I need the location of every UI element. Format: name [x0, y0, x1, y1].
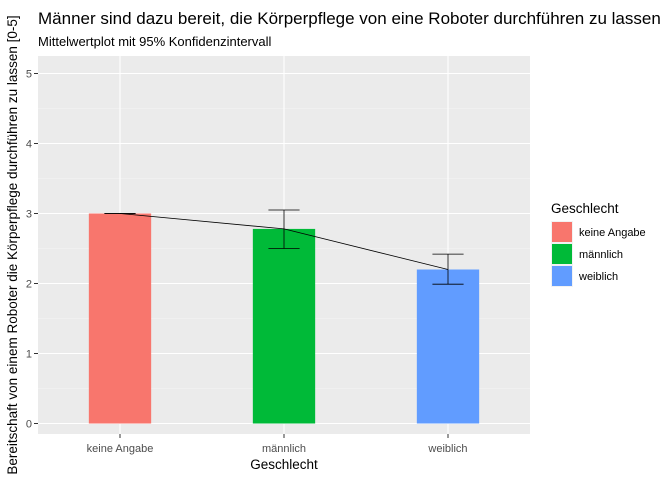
y-axis-ticks: 0 1 2 3 4 5: [26, 69, 38, 431]
legend-label: männlich: [579, 249, 623, 261]
x-tick-label: weiblich: [427, 443, 467, 455]
legend-label: keine Angabe: [579, 227, 646, 239]
legend-title: Geschlecht: [551, 201, 619, 216]
x-axis-ticks: keine Angabe männlich weiblich: [87, 434, 468, 455]
y-tick-label: 5: [26, 69, 32, 81]
x-axis-title: Geschlecht: [250, 457, 318, 472]
mean-line-path: [119, 213, 449, 270]
chart-subtitle: Mittelwertplot mit 95% Konfidenzinterval…: [38, 34, 271, 49]
x-tick-label: keine Angabe: [87, 443, 154, 455]
legend-swatch: [552, 222, 572, 242]
bar: [252, 228, 316, 424]
y-tick-label: 1: [26, 349, 32, 361]
chart-title: Männer sind dazu bereit, die Körperpfleg…: [38, 9, 661, 28]
legend: Geschlecht keine Angabe männlich weiblich: [551, 201, 646, 287]
y-tick-label: 0: [26, 419, 32, 431]
y-axis-title: Bereitschaft von einem Roboter die Körpe…: [5, 15, 20, 474]
bar: [416, 269, 480, 424]
legend-swatch: [552, 266, 572, 286]
bar: [88, 213, 152, 424]
y-tick-label: 3: [26, 209, 32, 221]
y-tick-label: 4: [26, 139, 32, 151]
x-tick-label: männlich: [262, 443, 306, 455]
legend-label: weiblich: [578, 271, 618, 283]
mean-line: [119, 213, 449, 270]
bars: [88, 213, 480, 424]
y-tick-label: 2: [26, 279, 32, 291]
legend-swatch: [552, 244, 572, 264]
